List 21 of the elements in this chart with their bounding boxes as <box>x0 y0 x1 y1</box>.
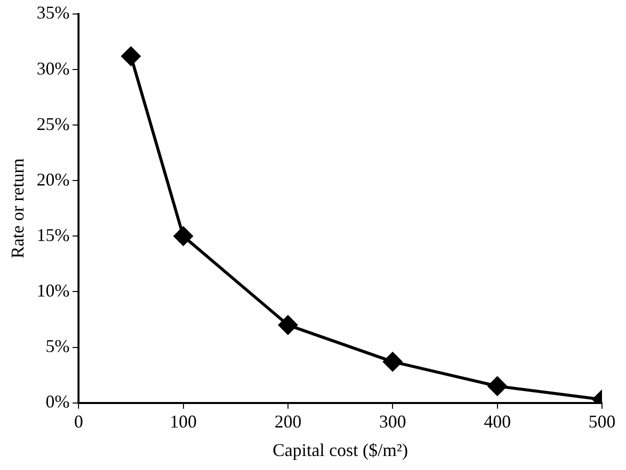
point <box>488 376 507 396</box>
y-tick-label: 20% <box>36 169 70 190</box>
x-tick-label: 0 <box>74 411 84 432</box>
x-axis-title: Capital cost ($/m²) <box>272 440 408 460</box>
x-tick-label: 400 <box>484 411 511 432</box>
y-axis-title: Rate or return <box>8 158 28 258</box>
y-tick-label: 30% <box>36 58 70 78</box>
x-tick-label: 500 <box>588 411 616 432</box>
y-tick-label: 35% <box>36 2 70 23</box>
y-tick-label: 10% <box>36 280 70 300</box>
y-tick-label: 15% <box>36 224 70 245</box>
y-tick-label: 5% <box>46 336 70 356</box>
x-tick-label: 100 <box>170 411 197 432</box>
point <box>121 46 140 66</box>
point <box>278 316 298 335</box>
point <box>174 226 193 246</box>
point <box>383 352 402 372</box>
x-tick-label: 300 <box>379 411 406 432</box>
y-tick-label: 0% <box>46 392 70 412</box>
y-tick-label: 25% <box>36 114 70 134</box>
x-tick-label: 200 <box>274 411 302 432</box>
